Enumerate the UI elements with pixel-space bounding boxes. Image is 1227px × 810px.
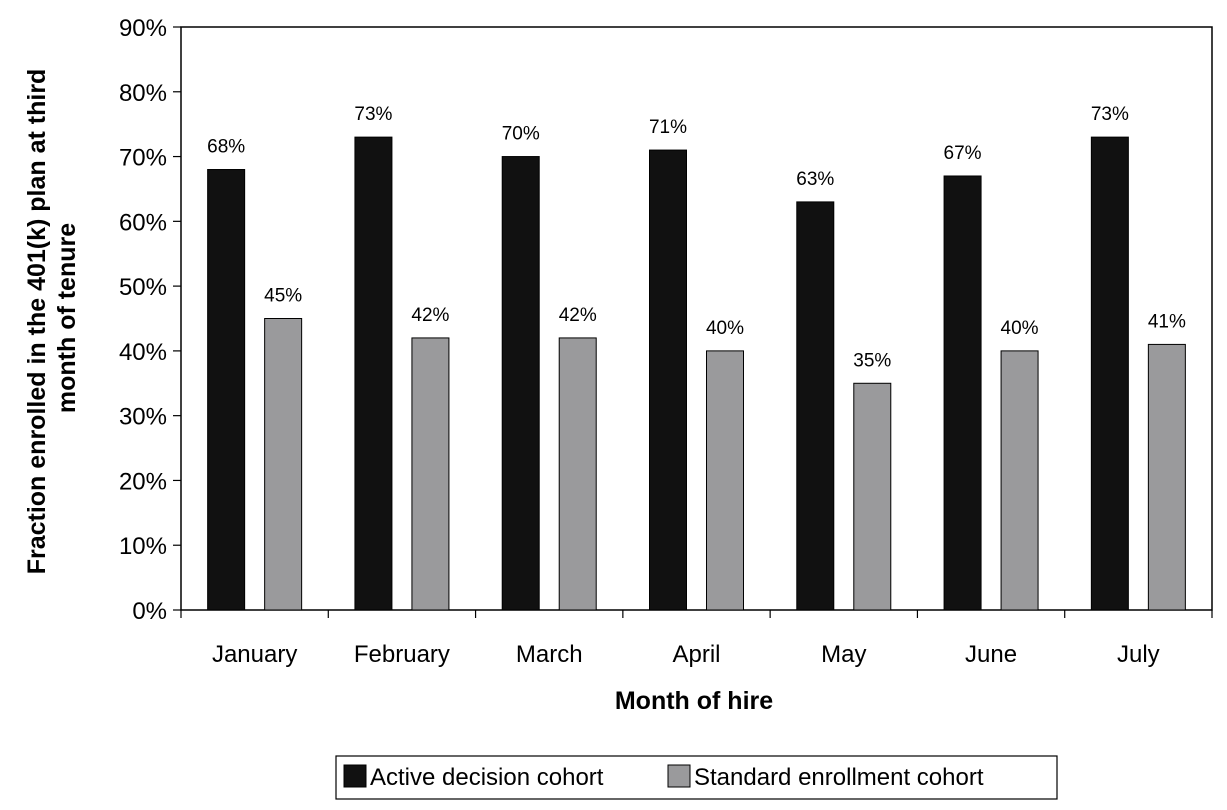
bar-standard-enrollment [1000, 350, 1039, 611]
bar-standard-enrollment [411, 337, 450, 611]
bar-active-decision [796, 201, 835, 611]
bar-standard-enrollment [264, 318, 303, 611]
data-label: 40% [1001, 318, 1039, 339]
x-axis: January February March April May June July [180, 610, 1213, 668]
bar-standard-enrollment [853, 382, 892, 611]
legend: Active decision cohort Standard enrollme… [335, 755, 1058, 800]
y-tick-label: 40% [119, 339, 167, 366]
data-label: 42% [411, 305, 449, 326]
legend-label-active-decision: Active decision cohort [370, 764, 604, 791]
legend-box [335, 755, 1058, 800]
x-tick-label: March [516, 641, 583, 668]
data-label: 40% [706, 318, 744, 339]
bar-standard-enrollment [558, 337, 597, 611]
y-tick-label: 0% [132, 598, 167, 625]
data-label: 67% [944, 143, 982, 164]
y-axis-title-line-2: month of tenure [53, 223, 81, 413]
data-label: 42% [559, 305, 597, 326]
data-label: 63% [796, 169, 834, 190]
data-label: 71% [649, 117, 687, 138]
bar-active-decision [649, 149, 687, 611]
data-label: 45% [264, 286, 302, 307]
x-tick-label: May [821, 641, 866, 668]
data-label: 73% [354, 104, 392, 125]
bar-standard-enrollment [1147, 343, 1186, 611]
bar-active-decision [207, 169, 246, 611]
legend-label-standard-enrollment: Standard enrollment cohort [694, 764, 984, 791]
y-axis-title-line-1: Fraction enrolled in the 401(k) plan at … [23, 69, 51, 575]
bar-active-decision [354, 136, 393, 611]
data-label: 35% [853, 350, 891, 371]
y-tick-label: 60% [119, 209, 167, 236]
x-tick-label: January [212, 641, 297, 668]
y-tick-label: 50% [119, 274, 167, 301]
plot-area [180, 26, 1213, 611]
x-tick-label: June [965, 641, 1017, 668]
y-tick-label: 30% [119, 404, 167, 431]
data-label: 73% [1091, 104, 1129, 125]
bar-active-decision [943, 175, 982, 611]
y-tick-label: 10% [119, 533, 167, 560]
data-labels-group: 68% 73% 70% 71% 63% 67% 73% 45% 42% 42% 40% 35% 40% 4… [207, 104, 1186, 371]
data-label: 70% [502, 124, 540, 145]
legend-swatch-active-decision [343, 764, 367, 788]
y-axis: 0% 10% 20% 30% 40% 50% 60% 70% 80% 90% [119, 15, 181, 625]
y-axis-title: Fraction enrolled in the 401(k) plan at … [23, 62, 81, 575]
legend-swatch-standard-enrollment [667, 764, 691, 788]
data-label: 68% [207, 137, 245, 158]
y-tick-label: 20% [119, 468, 167, 495]
x-tick-label: April [672, 641, 720, 668]
x-tick-label: July [1117, 641, 1160, 668]
y-tick-label: 70% [119, 145, 167, 172]
x-tick-label: February [354, 641, 450, 668]
bar-active-decision [501, 156, 540, 611]
y-tick-label: 80% [119, 80, 167, 107]
bar-standard-enrollment [706, 350, 744, 611]
bar-active-decision [1090, 136, 1129, 611]
data-label: 41% [1148, 311, 1186, 332]
bars-group [207, 136, 1186, 611]
y-tick-label: 90% [119, 15, 167, 42]
x-axis-title: Month of hire [615, 687, 773, 715]
